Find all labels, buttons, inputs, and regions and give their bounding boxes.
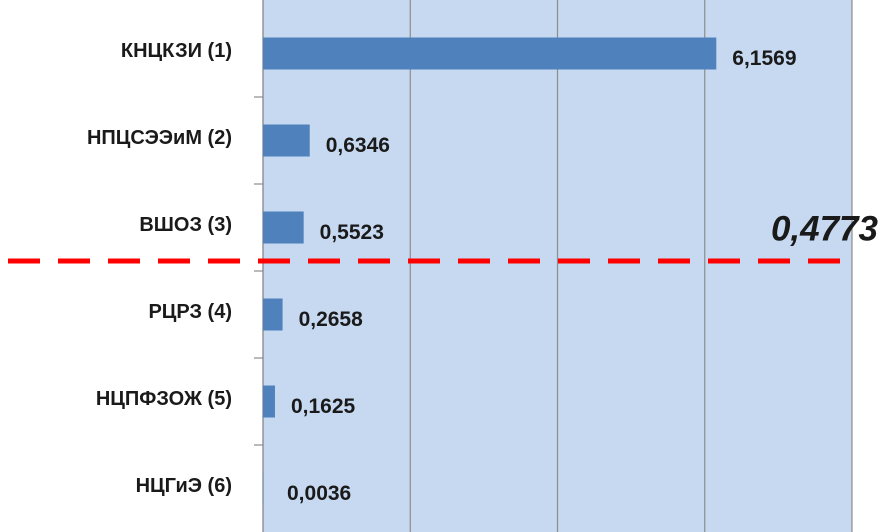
y-tick-label: НЦГиЭ (6) [136,475,232,497]
value-label: 0,2658 [299,308,364,331]
value-label: 0,5523 [320,221,384,244]
bar [263,211,304,244]
y-tick-label: НЦПФЗОЖ (5) [96,388,232,410]
bar [263,37,717,70]
bar [263,385,275,418]
value-label: 6,1569 [732,47,796,70]
y-tick-label: РЦРЗ (4) [148,301,232,323]
y-tick-label: ВШОЗ (3) [139,214,232,236]
y-tick-label: НПЦСЭЭиМ (2) [87,127,232,149]
threshold-label: 0,4773 [771,209,879,248]
value-label: 0,6346 [326,134,390,157]
value-label: 0,0036 [287,482,351,505]
bar [263,124,310,157]
value-label: 0,1625 [291,395,356,418]
y-tick-label: КНЦКЗИ (1) [121,40,232,62]
bar [263,298,283,331]
